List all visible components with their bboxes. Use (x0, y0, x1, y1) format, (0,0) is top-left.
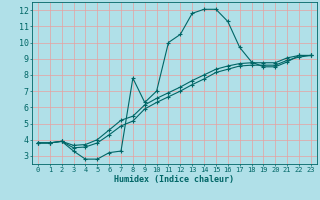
X-axis label: Humidex (Indice chaleur): Humidex (Indice chaleur) (115, 175, 234, 184)
